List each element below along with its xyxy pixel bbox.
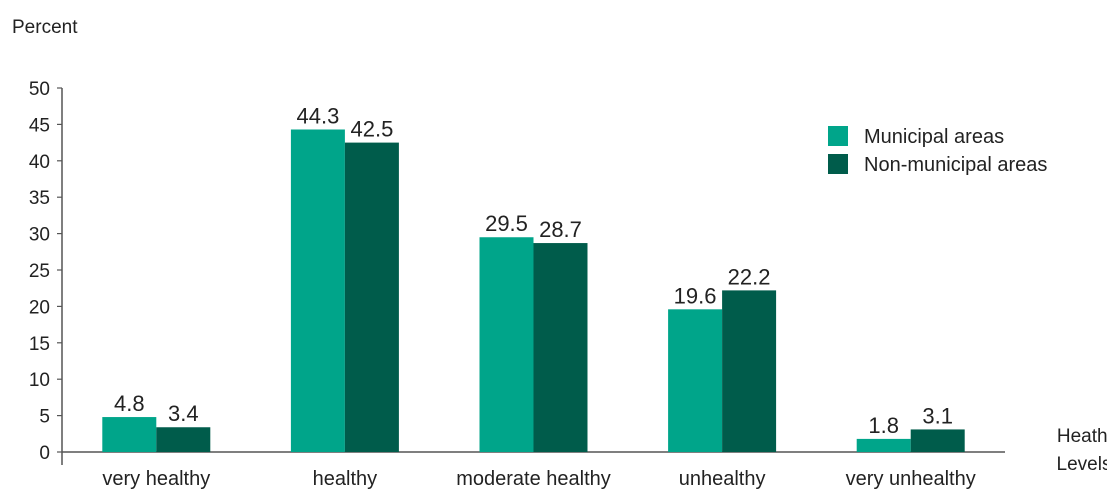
x-tick-label-moderate-healthy: moderate healthy	[456, 468, 611, 490]
y-tick-label: 30	[29, 225, 50, 246]
data-label-non-municipal-areas-very-healthy: 3.4	[168, 401, 199, 426]
y-tick-label: 0	[39, 443, 50, 464]
y-tick-label: 25	[29, 261, 50, 282]
y-axis-ticks: 0 5 10 15 20 25 30 35 40 45 50	[29, 79, 62, 464]
y-axis-label: Percent	[12, 17, 78, 38]
bar-non-municipal-areas-moderate-healthy	[533, 243, 588, 452]
data-label-non-municipal-areas-healthy: 42.5	[350, 117, 393, 142]
data-label-municipal-areas-very-healthy: 4.8	[114, 391, 145, 416]
y-tick-label: 45	[29, 115, 50, 136]
y-tick-label: 5	[39, 407, 50, 428]
y-tick-label: 15	[29, 334, 50, 355]
y-tick-label: 40	[29, 152, 50, 173]
data-label-municipal-areas-moderate-healthy: 29.5	[485, 211, 528, 236]
x-axis-tick-labels: very healthy healthy moderate healthy unhea…	[102, 468, 975, 490]
data-label-municipal-areas-unhealthy: 19.6	[674, 283, 717, 308]
x-axis-title-line-2: Levels	[1057, 454, 1107, 475]
x-tick-label-very-healthy: very healthy	[102, 468, 210, 490]
bar-municipal-areas-healthy	[290, 129, 345, 452]
legend-swatch-non-municipal-areas	[828, 154, 848, 174]
y-tick-label: 10	[29, 370, 50, 391]
legend: Municipal areas Non-municipal areas	[828, 126, 1047, 176]
y-tick-label: 50	[29, 79, 50, 100]
x-tick-label-healthy: healthy	[313, 468, 378, 490]
data-label-non-municipal-areas-very-unhealthy: 3.1	[922, 403, 953, 428]
legend-label-municipal-areas: Municipal areas	[864, 126, 1004, 148]
bar-municipal-areas-very-unhealthy	[856, 438, 911, 452]
bar-municipal-areas-unhealthy	[668, 309, 723, 452]
x-tick-label-unhealthy: unhealthy	[679, 468, 766, 490]
legend-label-non-municipal-areas: Non-municipal areas	[864, 154, 1047, 176]
y-tick-label: 20	[29, 297, 50, 318]
data-label-non-municipal-areas-moderate-healthy: 28.7	[539, 217, 582, 242]
bar-non-municipal-areas-very-unhealthy	[910, 429, 965, 452]
data-label-non-municipal-areas-unhealthy: 22.2	[728, 264, 771, 289]
bar-non-municipal-areas-very-healthy	[156, 427, 211, 452]
data-label-municipal-areas-very-unhealthy: 1.8	[868, 413, 899, 438]
data-label-municipal-areas-healthy: 44.3	[296, 103, 339, 128]
bar-municipal-areas-very-healthy	[102, 417, 157, 452]
x-axis-title-line-1: Heathy	[1057, 426, 1107, 447]
x-tick-label-very-unhealthy: very unhealthy	[846, 468, 976, 490]
y-tick-label: 35	[29, 188, 50, 209]
bar-series: 4.8 3.4 44.3 42.5 29.5 28.7 19.6 22.2 1.8 3.1	[102, 103, 965, 452]
bar-municipal-areas-moderate-healthy	[479, 237, 534, 452]
bar-non-municipal-areas-healthy	[344, 142, 399, 452]
legend-swatch-municipal-areas	[828, 126, 848, 146]
bar-non-municipal-areas-unhealthy	[722, 290, 777, 452]
